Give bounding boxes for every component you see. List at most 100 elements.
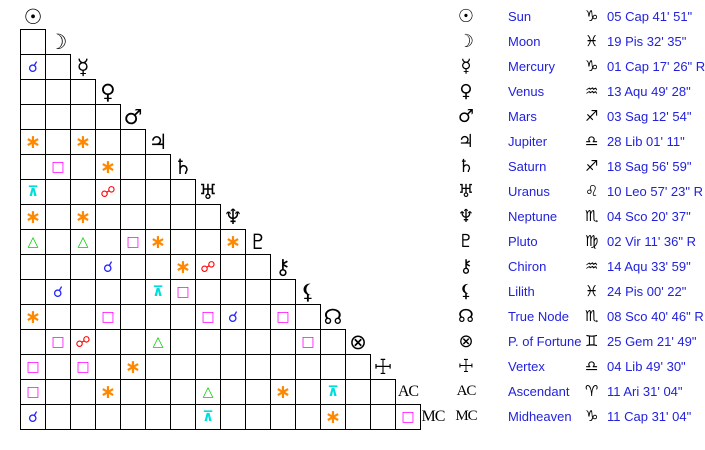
aspect-cell-lilith-saturn: □ [170, 279, 196, 305]
position-row-venus: ♀ Venus ♒ 13 Aqu 49' 28" [0, 79, 705, 104]
aspect-cell-midheaven-venus [95, 404, 121, 430]
aspect-cell-true-node-uranus: □ [195, 304, 221, 330]
lilith-glyph: ⚸ [300, 280, 316, 304]
planet-glyph: ☽ [457, 31, 475, 52]
aspect-cell-true-node-sun: ∗ [20, 304, 46, 330]
aspect-cell-saturn-venus: ∗ [95, 154, 121, 180]
planet-name: Uranus [508, 184, 550, 199]
aspect-cell-midheaven-jupiter [145, 404, 171, 430]
midheaven-glyph: MC [421, 408, 446, 425]
aspect-cell-vertex-neptune [220, 354, 246, 380]
position-value: 04 Lib 49' 30" [607, 359, 686, 374]
sextile-aspect-icon: ∗ [225, 230, 241, 253]
square-aspect-icon: □ [201, 309, 215, 325]
position-value: 25 Gem 21' 49" [607, 334, 697, 349]
position-row-ascendant: AC Ascendant ♈ 11 Ari 31' 04" [0, 379, 705, 404]
aspect-cell-ascendant-mercury [70, 379, 96, 405]
planet-glyph: ♂ [457, 106, 475, 127]
aspect-cell-mars-venus [95, 104, 121, 130]
zodiac-sign-icon: ♐ [585, 107, 599, 125]
planet-glyph: ♆ [457, 206, 475, 227]
position-row-mars: ♂ Mars ♐ 03 Sag 12' 54" [0, 104, 705, 129]
trine-aspect-icon: △ [77, 234, 89, 250]
position-value: 05 Cap 41' 51" [607, 9, 693, 24]
sextile-aspect-icon: ∗ [75, 205, 91, 228]
zodiac-sign-icon: ♏ [585, 307, 599, 325]
square-aspect-icon: □ [276, 309, 290, 325]
zodiac-sign-icon: ♏ [585, 207, 599, 225]
aspect-cell-midheaven-mars [120, 404, 146, 430]
position-row-mercury: ☿ Mercury ♑ 01 Cap 17' 26" R [0, 54, 705, 79]
planet-glyph: ♃ [457, 131, 475, 152]
aspect-cell-neptune-uranus [195, 204, 221, 230]
aspect-cell-midheaven-lilith [295, 404, 321, 430]
sextile-aspect-icon: ∗ [100, 155, 116, 178]
aspect-cell-vertex-lilith [295, 354, 321, 380]
position-value: 04 Sco 20' 37" [607, 209, 691, 224]
aspect-cell-pluto-venus [95, 229, 121, 255]
aspect-cell-lilith-chiron [270, 279, 296, 305]
aspect-cell-vertex-mars: ∗ [120, 354, 146, 380]
aspect-cell-jupiter-moon [45, 129, 71, 155]
planet-glyph: ⊗ [458, 331, 474, 352]
neptune-glyph: ♆ [223, 205, 243, 229]
position-value: 11 Ari 31' 04" [607, 384, 683, 399]
position-row-pluto: ♇ Pluto ♍ 02 Vir 11' 36" R [0, 229, 705, 254]
saturn-glyph: ♄ [173, 155, 193, 179]
aspect-cell-pluto-sun: △ [20, 229, 46, 255]
vertex-glyph: ☩ [373, 355, 393, 379]
zodiac-sign-icon: ♑ [585, 407, 599, 425]
planet-glyph: ♇ [457, 231, 475, 252]
aspect-cell-fortune-lilith: □ [295, 329, 321, 355]
aspect-cell-pluto-jupiter: ∗ [145, 229, 171, 255]
aspect-cell-chiron-pluto [245, 254, 271, 280]
position-value: 01 Cap 17' 26" R [607, 59, 705, 74]
aspect-cell-lilith-sun [20, 279, 46, 305]
planet-glyph: ☩ [457, 356, 475, 377]
sextile-aspect-icon: ∗ [25, 130, 41, 153]
aspect-cell-uranus-moon [45, 179, 71, 205]
aspect-cell-saturn-sun [20, 154, 46, 180]
planet-name: Moon [508, 34, 541, 49]
aspect-cell-fortune-mars [120, 329, 146, 355]
aspect-cell-venus-mercury [70, 79, 96, 105]
conjunction-aspect-icon: ☌ [52, 282, 64, 301]
aspect-cell-chiron-neptune [220, 254, 246, 280]
zodiac-sign-icon: ♓ [585, 282, 599, 300]
sextile-aspect-icon: ∗ [275, 380, 291, 403]
planet-glyph: ☉ [457, 6, 475, 27]
planet-name: Lilith [508, 284, 535, 299]
true-node-glyph: ☊ [323, 305, 343, 329]
conjunction-aspect-icon: ☌ [27, 57, 39, 76]
position-row-sun: ☉ Sun ♑ 05 Cap 41' 51" [0, 4, 705, 29]
aspect-cell-vertex-mercury: □ [70, 354, 96, 380]
sextile-aspect-icon: ∗ [150, 230, 166, 253]
aspect-cell-ascendant-chiron: ∗ [270, 379, 296, 405]
position-value: 18 Sag 56' 59" [607, 159, 692, 174]
aspect-cell-neptune-venus [95, 204, 121, 230]
sextile-aspect-icon: ∗ [25, 305, 41, 328]
position-row-chiron: ⚷ Chiron ♒ 14 Aqu 33' 59" [0, 254, 705, 279]
quincunx-aspect-icon: ⊼ [27, 184, 39, 200]
position-value: 02 Vir 11' 36" R [607, 234, 697, 249]
trine-aspect-icon: △ [27, 234, 39, 250]
position-value: 19 Pis 32' 35" [607, 34, 687, 49]
sun-glyph: ☉ [23, 5, 43, 29]
aspect-cell-midheaven-pluto [245, 404, 271, 430]
position-row-midheaven: MC Midheaven ♑ 11 Cap 31' 04" [0, 404, 705, 429]
conjunction-aspect-icon: ☌ [227, 307, 239, 326]
position-value: 13 Aqu 49' 28" [607, 84, 691, 99]
position-value: 28 Lib 01' 11" [607, 134, 685, 149]
position-row-true-node: ☊ True Node ♏ 08 Sco 40' 46" R [0, 304, 705, 329]
aspect-cell-chiron-jupiter [145, 254, 171, 280]
planet-name: Pluto [508, 234, 538, 249]
square-aspect-icon: □ [26, 384, 40, 400]
square-aspect-icon: □ [51, 159, 65, 175]
aspect-cell-jupiter-sun: ∗ [20, 129, 46, 155]
aspect-cell-jupiter-mercury: ∗ [70, 129, 96, 155]
sextile-aspect-icon: ∗ [125, 355, 141, 378]
aspect-cell-saturn-moon: □ [45, 154, 71, 180]
square-aspect-icon: □ [101, 309, 115, 325]
square-aspect-icon: □ [51, 334, 65, 350]
